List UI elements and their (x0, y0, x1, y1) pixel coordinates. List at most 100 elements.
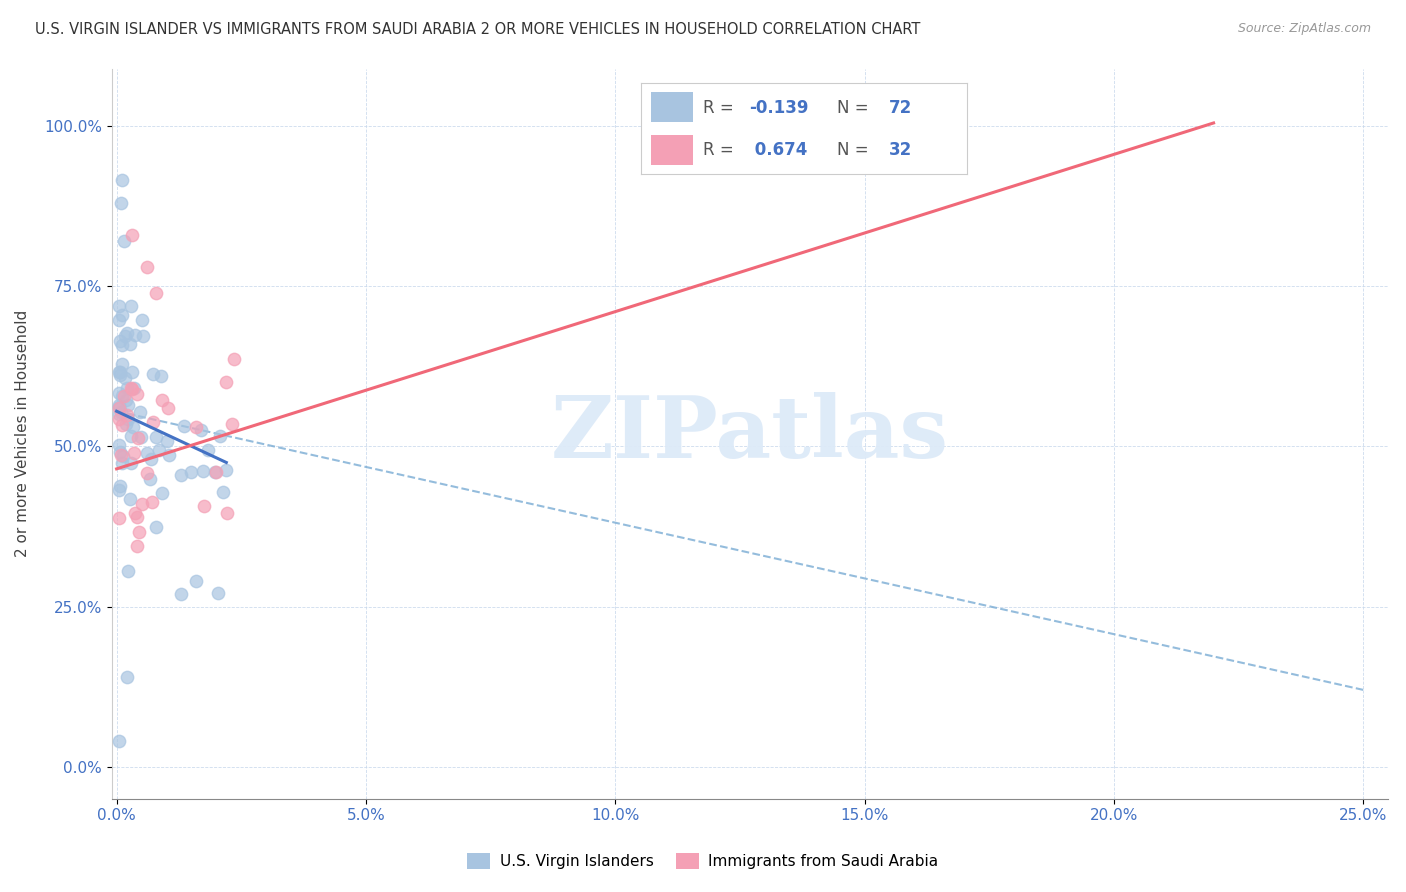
Point (128, 405, 150, 419)
Point (114, 329, 136, 343)
Point (108, 401, 131, 415)
Point (207, 586, 229, 600)
Point (108, 407, 131, 421)
Point (111, 417, 134, 432)
Point (215, 463, 238, 477)
Legend: U.S. Virgin Islanders, Immigrants from Saudi Arabia: U.S. Virgin Islanders, Immigrants from S… (461, 847, 945, 875)
Point (120, 381, 142, 395)
Point (118, 337, 141, 351)
Point (186, 574, 208, 588)
Point (141, 495, 163, 509)
Point (111, 456, 134, 470)
Point (152, 393, 174, 408)
Point (110, 405, 132, 419)
Text: ZIPatlas: ZIPatlas (551, 392, 949, 475)
Point (112, 235, 135, 249)
Point (121, 365, 143, 379)
Point (121, 382, 143, 396)
Point (114, 371, 136, 385)
Point (108, 368, 131, 383)
Point (121, 420, 143, 434)
Point (139, 451, 162, 466)
Point (132, 328, 155, 343)
Point (148, 442, 170, 457)
Point (222, 351, 245, 366)
Point (180, 465, 202, 479)
Point (110, 388, 132, 402)
Point (124, 327, 146, 342)
Point (142, 415, 165, 429)
Point (191, 464, 214, 478)
Point (115, 381, 138, 395)
Text: Source: ZipAtlas.com: Source: ZipAtlas.com (1237, 22, 1371, 36)
Point (139, 472, 162, 486)
Point (128, 524, 150, 539)
Point (170, 587, 193, 601)
Point (117, 564, 139, 578)
Point (111, 338, 134, 352)
Point (108, 437, 131, 451)
Point (108, 313, 131, 327)
Point (115, 408, 138, 422)
Point (111, 308, 134, 322)
Point (115, 393, 138, 408)
Point (131, 313, 153, 327)
Point (204, 465, 226, 479)
Point (111, 173, 134, 187)
Point (120, 429, 142, 443)
Point (124, 506, 146, 520)
Point (157, 449, 180, 463)
Point (150, 486, 173, 500)
Point (215, 376, 238, 390)
Point (120, 456, 142, 470)
Point (108, 511, 131, 525)
Point (108, 399, 131, 413)
Point (120, 300, 142, 314)
Point (190, 423, 212, 437)
Point (173, 419, 195, 434)
Point (135, 446, 157, 460)
Point (125, 387, 148, 401)
Point (125, 539, 148, 553)
Point (208, 429, 231, 443)
Point (122, 381, 145, 395)
Point (120, 491, 142, 506)
Point (131, 497, 153, 511)
Point (112, 449, 135, 463)
Point (114, 417, 136, 432)
Point (150, 368, 173, 383)
Point (115, 670, 138, 684)
Point (156, 434, 179, 449)
Point (193, 500, 215, 514)
Point (108, 412, 131, 426)
Point (108, 299, 131, 313)
Point (121, 228, 143, 243)
Point (145, 520, 167, 534)
Point (141, 368, 163, 382)
Point (108, 366, 131, 380)
Point (205, 465, 228, 479)
Point (135, 467, 157, 481)
Point (135, 260, 157, 274)
Point (197, 443, 219, 458)
Point (110, 196, 132, 211)
Point (117, 326, 139, 340)
Point (108, 401, 131, 415)
Point (112, 389, 135, 403)
Point (221, 417, 243, 431)
Point (127, 510, 149, 524)
Point (110, 448, 132, 462)
Point (108, 445, 131, 459)
Point (212, 485, 235, 500)
Point (145, 285, 167, 300)
Point (108, 483, 131, 497)
Point (108, 734, 131, 748)
Point (108, 478, 131, 492)
Point (145, 430, 167, 444)
Text: U.S. VIRGIN ISLANDER VS IMMIGRANTS FROM SAUDI ARABIA 2 OR MORE VEHICLES IN HOUSE: U.S. VIRGIN ISLANDER VS IMMIGRANTS FROM … (35, 22, 921, 37)
Point (108, 365, 131, 379)
Point (131, 430, 153, 444)
Point (170, 467, 193, 482)
Point (117, 411, 139, 425)
Point (108, 385, 131, 400)
